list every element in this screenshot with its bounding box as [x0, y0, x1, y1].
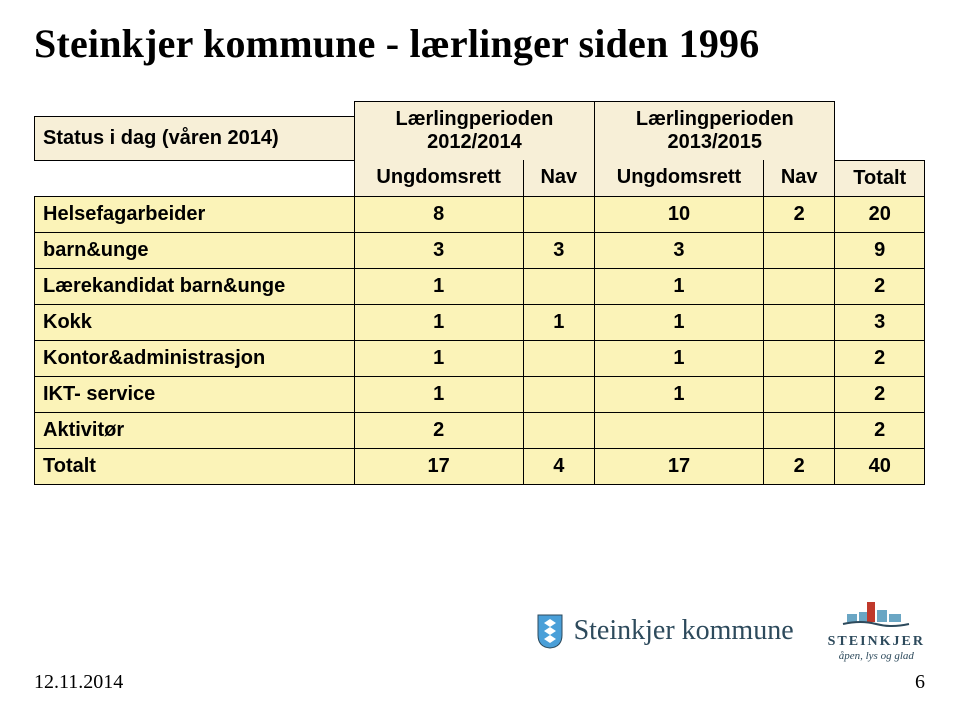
row-label-cell: Totalt: [35, 448, 355, 484]
data-cell: 3: [354, 232, 523, 268]
data-cell: [523, 412, 595, 448]
row-label-cell: Kontor&administrasjon: [35, 340, 355, 376]
data-cell: 2: [835, 340, 925, 376]
footer-page-number: 6: [885, 671, 925, 694]
data-cell: 1: [523, 304, 595, 340]
data-cell: 4: [523, 448, 595, 484]
data-cell: 1: [595, 340, 764, 376]
brand-logo: Steinkjer kommune: [536, 613, 794, 649]
data-cell: 20: [835, 196, 925, 232]
data-cell: 2: [835, 412, 925, 448]
footer-date: 12.11.2014: [34, 671, 123, 694]
secondary-logo: STEINKJER åpen, lys og glad: [828, 600, 925, 662]
subcol-a2: Nav: [523, 160, 595, 196]
data-cell: [763, 304, 835, 340]
table-row: Totalt17417240: [35, 448, 925, 484]
data-cell: 9: [835, 232, 925, 268]
row-label-cell: barn&unge: [35, 232, 355, 268]
data-cell: 3: [595, 232, 764, 268]
apprentice-table: Lærlingperioden 2012/2014 Lærlingperiode…: [34, 101, 925, 485]
data-cell: 1: [595, 304, 764, 340]
table-row: Helsefagarbeider8 10220: [35, 196, 925, 232]
data-cell: 3: [835, 304, 925, 340]
table-row: IKT- service112: [35, 376, 925, 412]
shield-icon: [536, 613, 564, 649]
secondary-brand-text: STEINKJER: [828, 634, 925, 650]
secondary-brand-tagline: åpen, lys og glad: [828, 650, 925, 662]
data-cell: 1: [354, 304, 523, 340]
row-header-label: Status i dag (våren 2014): [35, 117, 355, 160]
table-row: Lærekandidat barn&unge112: [35, 268, 925, 304]
data-cell: 2: [354, 412, 523, 448]
table-row: Kokk1113: [35, 304, 925, 340]
data-cell: [523, 196, 595, 232]
data-cell: 2: [835, 268, 925, 304]
data-cell: 17: [354, 448, 523, 484]
data-cell: 1: [354, 340, 523, 376]
data-cell: [523, 268, 595, 304]
subcol-b1: Ungdomsrett: [595, 160, 764, 196]
data-cell: 2: [835, 376, 925, 412]
data-cell: [763, 412, 835, 448]
row-label-cell: Lærekandidat barn&unge: [35, 268, 355, 304]
row-label-cell: Kokk: [35, 304, 355, 340]
data-cell: [763, 268, 835, 304]
data-cell: 17: [595, 448, 764, 484]
data-cell: 3: [523, 232, 595, 268]
col-header-total: Totalt: [835, 160, 925, 196]
data-cell: [595, 412, 764, 448]
skyline-icon: [841, 600, 911, 634]
data-cell: 2: [763, 196, 835, 232]
data-cell: 8: [354, 196, 523, 232]
col-header-period-a: Lærlingperioden 2012/2014: [354, 102, 594, 161]
data-cell: [763, 340, 835, 376]
data-cell: 40: [835, 448, 925, 484]
table-row: Aktivitør22: [35, 412, 925, 448]
data-cell: [523, 340, 595, 376]
row-label-cell: Helsefagarbeider: [35, 196, 355, 232]
col-header-period-b: Lærlingperioden 2013/2015: [595, 102, 835, 161]
row-label-cell: Aktivitør: [35, 412, 355, 448]
data-cell: [523, 376, 595, 412]
row-label-cell: IKT- service: [35, 376, 355, 412]
data-cell: 1: [354, 376, 523, 412]
subcol-b2: Nav: [763, 160, 835, 196]
data-cell: 10: [595, 196, 764, 232]
page-title: Steinkjer kommune - lærlinger siden 1996: [34, 20, 925, 67]
subcol-a1: Ungdomsrett: [354, 160, 523, 196]
table-row: Kontor&administrasjon112: [35, 340, 925, 376]
brand-text: Steinkjer kommune: [574, 615, 794, 647]
data-cell: [763, 376, 835, 412]
data-cell: 1: [354, 268, 523, 304]
data-cell: 2: [763, 448, 835, 484]
data-cell: 1: [595, 376, 764, 412]
data-cell: [763, 232, 835, 268]
table-row: barn&unge3339: [35, 232, 925, 268]
data-cell: 1: [595, 268, 764, 304]
